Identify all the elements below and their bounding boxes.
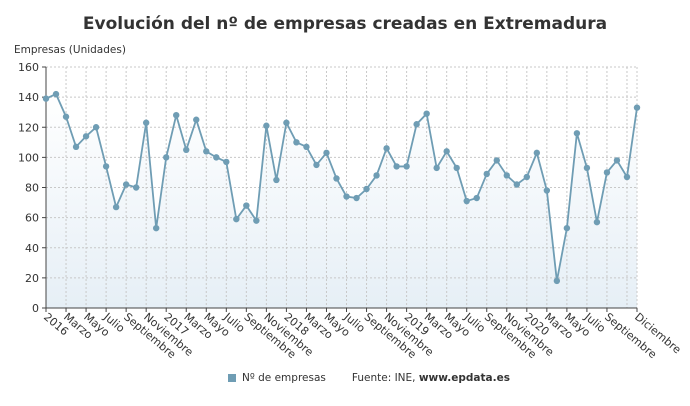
- data-point: [533, 149, 541, 157]
- data-point: [183, 146, 190, 154]
- data-point: [463, 197, 470, 205]
- data-point: [82, 133, 90, 140]
- data-point: [413, 121, 420, 128]
- y-tick-label: 80: [25, 182, 39, 195]
- data-point: [243, 202, 250, 209]
- data-point: [613, 157, 621, 164]
- data-point: [573, 130, 581, 137]
- source-site: www.epdata.es: [418, 372, 510, 384]
- data-point: [72, 143, 80, 151]
- data-point: [263, 122, 270, 129]
- data-point: [473, 194, 480, 202]
- data-point: [203, 148, 210, 155]
- data-point: [443, 148, 450, 155]
- data-point: [523, 173, 531, 181]
- data-point: [122, 181, 130, 188]
- y-tick-label: 60: [25, 212, 39, 225]
- data-point: [163, 154, 170, 161]
- data-point: [583, 164, 591, 172]
- y-axis-label: Empresas (Unidades): [14, 44, 126, 56]
- legend-label: Nº de empresas: [242, 372, 326, 384]
- data-point: [152, 224, 160, 232]
- data-point: [132, 184, 140, 191]
- data-point: [142, 119, 150, 126]
- y-tick-label: 140: [18, 91, 39, 104]
- line-chart: 0204060801001201401602016MarzoMayoJulioS…: [18, 61, 684, 361]
- data-point: [393, 163, 400, 170]
- series-line: [45, 92, 638, 282]
- data-point: [62, 113, 70, 120]
- data-point: [52, 90, 60, 98]
- data-point: [553, 277, 561, 285]
- data-point: [513, 181, 520, 188]
- data-point: [233, 215, 240, 223]
- y-tick-label: 0: [32, 302, 39, 315]
- source-note: Fuente: INE, www.epdata.es: [352, 372, 510, 384]
- legend-swatch: [228, 374, 236, 382]
- data-point: [193, 116, 200, 123]
- data-point: [493, 157, 500, 164]
- data-point: [173, 112, 180, 119]
- area-fill: [46, 94, 637, 308]
- data-point: [112, 203, 120, 211]
- data-point: [213, 154, 220, 161]
- source-prefix: Fuente: INE,: [351, 372, 419, 384]
- data-point: [623, 173, 631, 181]
- data-point: [323, 149, 330, 157]
- data-point: [383, 145, 390, 152]
- data-point: [353, 194, 360, 202]
- data-point: [283, 119, 290, 126]
- data-point: [603, 169, 611, 176]
- data-point: [503, 172, 510, 179]
- y-tick-label: 40: [25, 242, 39, 255]
- data-point: [373, 172, 380, 179]
- y-tick-label: 160: [18, 61, 39, 74]
- data-point: [303, 143, 310, 151]
- data-point: [403, 163, 410, 170]
- data-point: [293, 139, 300, 146]
- data-point: [563, 224, 571, 232]
- data-point: [423, 110, 430, 117]
- y-tick-label: 120: [18, 121, 39, 134]
- data-point: [273, 176, 280, 184]
- data-point: [92, 124, 100, 131]
- data-point: [343, 193, 350, 200]
- chart-title: Evolución del nº de empresas creadas en …: [82, 14, 608, 34]
- legend: Nº de empresas Fuente: INE, www.epdata.e…: [228, 372, 510, 384]
- data-point: [483, 170, 490, 178]
- y-tick-label: 20: [25, 272, 39, 285]
- data-point: [333, 175, 340, 182]
- data-point: [433, 164, 440, 172]
- y-tick-label: 100: [18, 151, 39, 164]
- data-point: [42, 95, 50, 102]
- data-point: [313, 161, 320, 169]
- data-point: [633, 104, 641, 111]
- data-point: [593, 218, 601, 226]
- data-point: [223, 158, 230, 166]
- data-point: [543, 187, 551, 194]
- data-point: [102, 163, 110, 170]
- data-point: [253, 217, 260, 224]
- data-point: [363, 185, 370, 193]
- data-point: [453, 164, 460, 172]
